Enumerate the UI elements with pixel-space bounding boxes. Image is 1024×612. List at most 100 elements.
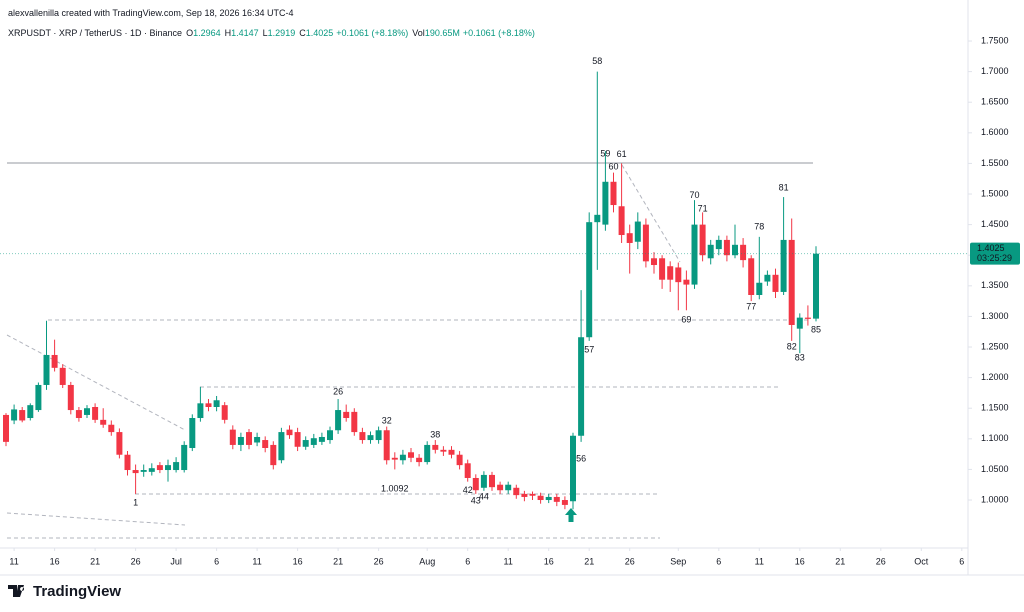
candle-body bbox=[375, 430, 382, 441]
candle-body bbox=[92, 406, 99, 420]
candle-body bbox=[286, 429, 293, 436]
bar-label: 57 bbox=[584, 344, 594, 354]
y-tick-label: 1.2000 bbox=[981, 372, 1009, 382]
candle-body bbox=[391, 457, 398, 460]
candle-body bbox=[529, 493, 536, 496]
candle-body bbox=[108, 424, 115, 433]
candle-body bbox=[335, 410, 342, 431]
candle-body bbox=[456, 454, 463, 466]
trend-line bbox=[621, 164, 681, 263]
arrow-marker bbox=[565, 508, 577, 522]
candle-body bbox=[610, 181, 617, 206]
candle-body bbox=[416, 457, 423, 463]
drawings bbox=[6, 164, 810, 539]
candle-body bbox=[521, 493, 528, 497]
candle-body bbox=[642, 224, 649, 262]
x-tick-label: 26 bbox=[625, 556, 635, 566]
candle-body bbox=[173, 462, 180, 471]
price-tag-value: 1.4025 bbox=[977, 243, 1005, 253]
trend-line bbox=[6, 512, 186, 526]
candle-body bbox=[472, 477, 479, 491]
candle-body bbox=[788, 239, 795, 325]
candle-body bbox=[464, 463, 471, 478]
candle-body bbox=[732, 244, 738, 256]
candle-body bbox=[707, 244, 714, 259]
candle-body bbox=[229, 429, 236, 445]
volume: 190.65M bbox=[424, 28, 460, 38]
trend-line bbox=[6, 334, 186, 431]
bar-label: 26 bbox=[333, 387, 343, 397]
candle-body bbox=[237, 436, 244, 445]
candle-body bbox=[254, 436, 261, 443]
candle-body bbox=[181, 444, 188, 471]
credit: alexvallenilla created with TradingView.… bbox=[8, 8, 294, 18]
bar-label: 1.0092 bbox=[381, 483, 409, 493]
candle-body bbox=[116, 432, 123, 455]
candle-body bbox=[278, 432, 285, 461]
candle-body bbox=[651, 258, 657, 266]
candle-body bbox=[764, 274, 771, 282]
x-tick-label: 11 bbox=[9, 556, 18, 566]
bar-label: 61 bbox=[617, 149, 627, 159]
candle-body bbox=[489, 474, 495, 488]
y-tick-label: 1.3500 bbox=[981, 280, 1009, 290]
candle-body bbox=[35, 384, 42, 411]
bar-label: 58 bbox=[592, 56, 602, 66]
candle-body bbox=[497, 484, 504, 491]
candle-body bbox=[667, 266, 674, 280]
candle-body bbox=[553, 496, 560, 502]
candle-body bbox=[740, 244, 747, 261]
bar-label: 60 bbox=[608, 161, 618, 171]
candle-body bbox=[683, 279, 690, 285]
candle-body bbox=[51, 354, 58, 368]
ohlc-value: 1.2964 bbox=[193, 28, 221, 38]
candle-body bbox=[675, 267, 682, 283]
logo bbox=[8, 585, 25, 597]
x-tick-label: 26 bbox=[876, 556, 886, 566]
price-tag bbox=[970, 242, 1020, 265]
candle-body bbox=[197, 403, 204, 419]
x-tick-label: 11 bbox=[252, 556, 261, 566]
x-tick-label: 11 bbox=[504, 556, 513, 566]
candle-body bbox=[148, 468, 155, 472]
x-tick-label: 21 bbox=[835, 556, 845, 566]
x-tick-label: 21 bbox=[584, 556, 594, 566]
candle-body bbox=[310, 438, 317, 445]
bar-label: 1 bbox=[133, 497, 138, 507]
candle-body bbox=[205, 403, 212, 407]
volume-label: Vol bbox=[412, 28, 425, 38]
candle-body bbox=[408, 452, 414, 458]
x-tick-label: 11 bbox=[755, 556, 764, 566]
candle-body bbox=[19, 410, 26, 421]
x-tick-label: 16 bbox=[50, 556, 60, 566]
x-tick-label: 16 bbox=[795, 556, 805, 566]
x-tick-label: 21 bbox=[333, 556, 343, 566]
candle-body bbox=[124, 454, 131, 471]
candle-body bbox=[691, 224, 698, 285]
y-tick-label: 1.1000 bbox=[981, 433, 1009, 443]
candle-body bbox=[715, 239, 722, 250]
candle-body bbox=[634, 221, 641, 242]
candle-body bbox=[3, 414, 9, 442]
candle-body bbox=[748, 258, 755, 295]
y-tick-label: 1.7500 bbox=[981, 35, 1009, 45]
y-tick-label: 1.6000 bbox=[981, 127, 1009, 137]
candle-body bbox=[367, 435, 374, 441]
bar-label: 70 bbox=[689, 190, 699, 200]
candle-body bbox=[586, 222, 593, 338]
candle-body bbox=[804, 317, 811, 319]
x-tick-label: 6 bbox=[716, 556, 721, 566]
x-tick-label: 21 bbox=[90, 556, 100, 566]
y-tick-label: 1.0500 bbox=[981, 464, 1009, 474]
y-tick-label: 1.4500 bbox=[981, 219, 1009, 229]
candle-body bbox=[561, 500, 568, 505]
candle-body bbox=[11, 409, 18, 421]
x-tick-label: 6 bbox=[214, 556, 219, 566]
candle-body bbox=[156, 465, 163, 471]
candle-body bbox=[545, 496, 552, 501]
bar-label: 85 bbox=[811, 324, 821, 334]
candle-body bbox=[618, 206, 625, 236]
candle-body bbox=[513, 487, 520, 496]
